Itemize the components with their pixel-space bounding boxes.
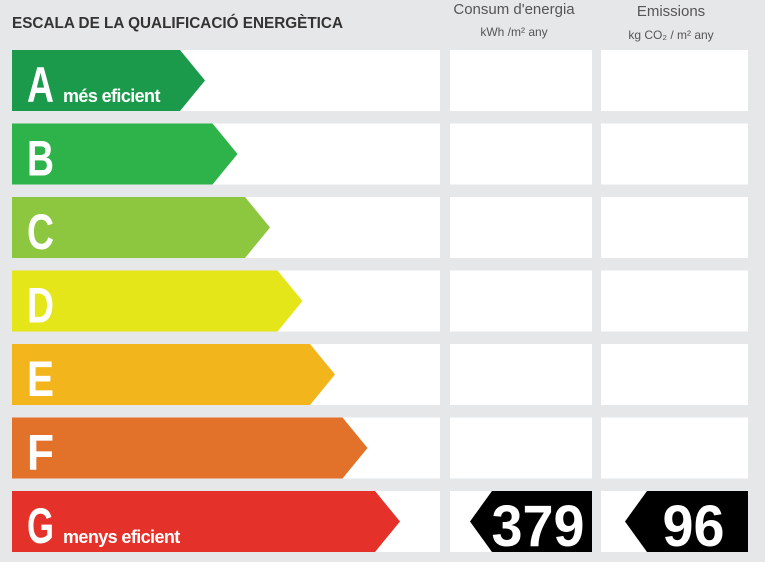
rating-label: més eficient bbox=[63, 86, 160, 106]
rating-label: menys eficient bbox=[63, 527, 180, 547]
column-unit: kWh /m² any bbox=[480, 25, 547, 39]
rating-arrow bbox=[12, 344, 335, 405]
rating-arrow bbox=[12, 123, 238, 185]
cell bbox=[450, 344, 592, 405]
rating-arrow bbox=[12, 417, 368, 479]
cell bbox=[450, 270, 592, 332]
rating-arrow bbox=[12, 50, 205, 111]
rating-letter: D bbox=[27, 278, 54, 334]
cell bbox=[450, 123, 592, 185]
value: 96 bbox=[663, 494, 725, 559]
cell bbox=[601, 123, 748, 185]
rating-letter: G bbox=[27, 498, 54, 554]
value: 379 bbox=[492, 494, 585, 559]
cell bbox=[450, 197, 592, 258]
cell bbox=[601, 270, 748, 332]
column-title: Consum d'energia bbox=[453, 1, 575, 18]
cell bbox=[601, 344, 748, 405]
rating-letter: E bbox=[27, 351, 54, 407]
rating-arrow bbox=[12, 491, 400, 552]
cell bbox=[601, 197, 748, 258]
title: ESCALA DE LA QUALIFICACIÓ ENERGÈTICA bbox=[12, 13, 343, 32]
cell bbox=[450, 50, 592, 111]
cell bbox=[450, 417, 592, 479]
value-indicator bbox=[470, 491, 592, 552]
column-title: Emissions bbox=[637, 3, 705, 20]
cell bbox=[601, 417, 748, 479]
rating-arrow bbox=[12, 270, 303, 332]
rating-letter: C bbox=[27, 204, 54, 260]
rating-letter: A bbox=[27, 57, 54, 113]
cell bbox=[601, 50, 748, 111]
rating-letter: B bbox=[27, 131, 54, 187]
rating-letter: F bbox=[27, 425, 54, 481]
column-unit: kg CO₂ / m² any bbox=[628, 28, 713, 42]
rating-arrow bbox=[12, 197, 270, 258]
value-indicator bbox=[625, 491, 748, 552]
